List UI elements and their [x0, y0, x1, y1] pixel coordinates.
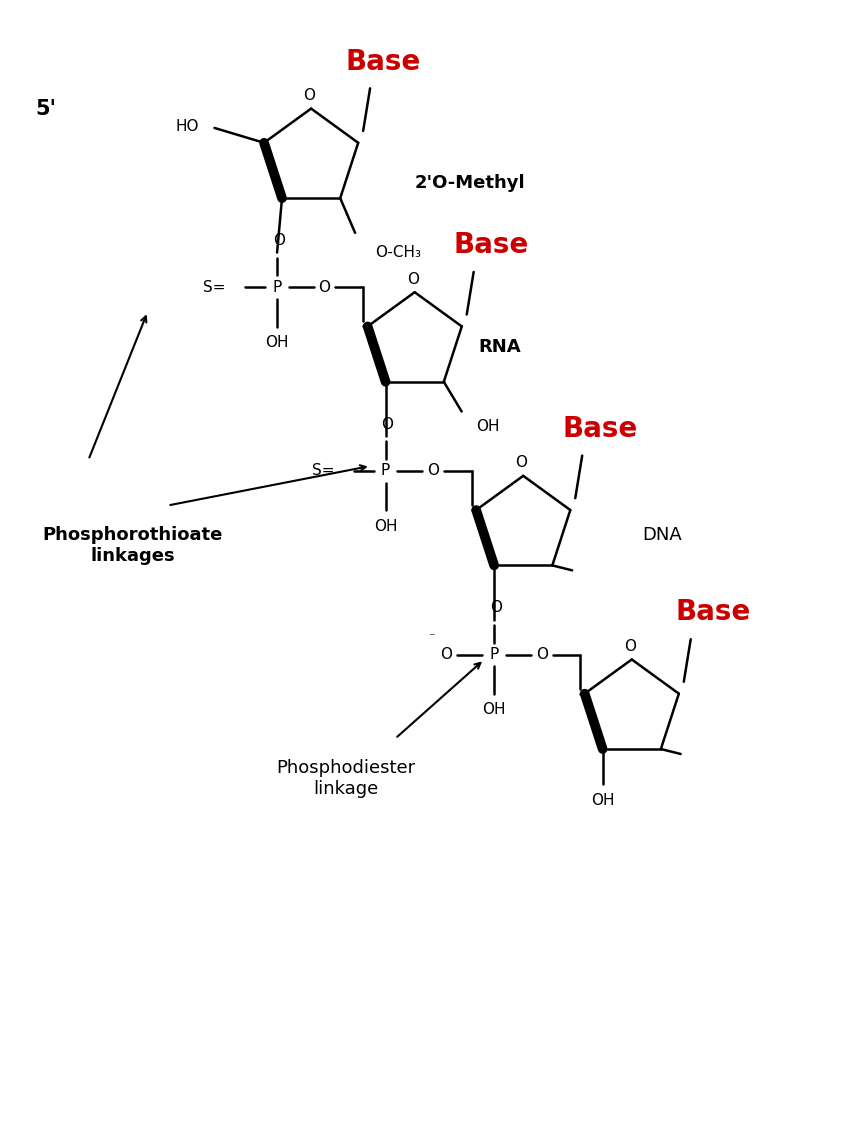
Text: RNA: RNA: [478, 337, 521, 355]
Text: OH: OH: [483, 703, 506, 718]
Text: O: O: [427, 464, 439, 478]
Text: Base: Base: [562, 415, 638, 443]
Text: 5': 5': [36, 99, 56, 118]
Text: O: O: [440, 647, 452, 662]
Text: OH: OH: [265, 335, 289, 350]
Text: Base: Base: [454, 231, 529, 260]
Text: O: O: [318, 280, 330, 295]
Text: 2'O-Methyl: 2'O-Methyl: [414, 174, 525, 191]
Text: OH: OH: [477, 419, 500, 434]
Text: O: O: [303, 88, 315, 104]
Text: O: O: [273, 233, 285, 248]
Text: O: O: [515, 456, 527, 470]
Text: O: O: [623, 639, 636, 654]
Text: Base: Base: [346, 48, 421, 75]
Text: P: P: [273, 280, 282, 295]
Text: Phosphodiester
linkage: Phosphodiester linkage: [276, 759, 415, 797]
Text: OH: OH: [374, 519, 397, 534]
Text: O-CH₃: O-CH₃: [374, 245, 421, 260]
Text: O: O: [407, 272, 418, 287]
Text: OH: OH: [591, 793, 614, 808]
Text: P: P: [381, 464, 390, 478]
Text: Phosphorothioate
linkages: Phosphorothioate linkages: [42, 526, 223, 565]
Text: S=: S=: [203, 280, 225, 295]
Text: P: P: [490, 647, 499, 662]
Text: O: O: [490, 600, 502, 615]
Text: O: O: [535, 647, 548, 662]
Text: Base: Base: [676, 598, 751, 626]
Text: ⁻: ⁻: [429, 631, 435, 645]
Text: S=: S=: [312, 464, 334, 478]
Text: O: O: [382, 417, 394, 432]
Text: HO: HO: [175, 120, 198, 134]
Text: DNA: DNA: [642, 526, 682, 544]
